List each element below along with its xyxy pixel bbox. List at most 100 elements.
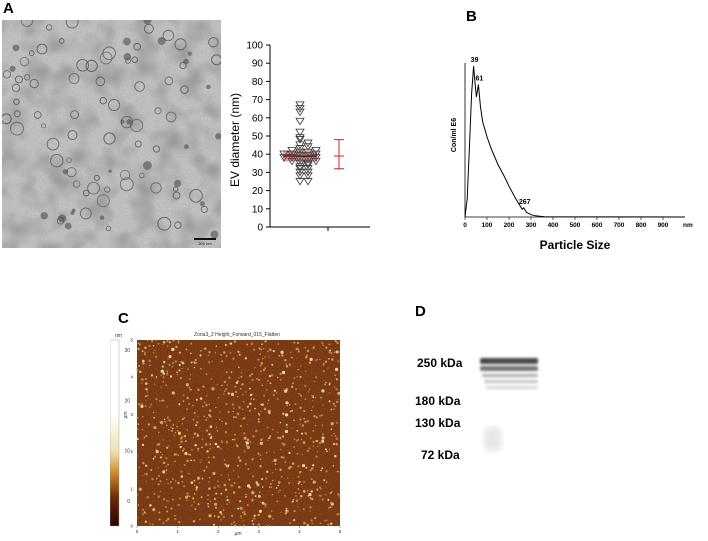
band-250-upper	[480, 358, 538, 364]
afm-particle	[264, 506, 267, 508]
afm-particle	[288, 468, 290, 470]
afm-particle	[212, 456, 216, 459]
afm-particle	[280, 511, 282, 513]
afm-particle	[217, 515, 220, 519]
afm-particle	[275, 392, 278, 394]
afm-particle	[208, 409, 212, 412]
afm-particle	[272, 394, 275, 396]
afm-particle	[182, 449, 184, 452]
afm-particle	[165, 384, 167, 386]
afm-particle	[176, 373, 179, 376]
afm-particle	[192, 418, 195, 421]
afm-particle	[192, 497, 195, 500]
afm-particle	[232, 469, 235, 472]
chart-a-y-tick-label: 50	[252, 132, 264, 143]
afm-particle	[328, 343, 331, 346]
afm-particle	[312, 441, 315, 444]
afm-particle	[274, 468, 277, 471]
afm-particle	[264, 503, 267, 506]
afm-particle	[282, 389, 285, 391]
afm-particle	[310, 478, 313, 481]
afm-particle	[304, 347, 306, 349]
afm-particle	[308, 447, 311, 450]
vesicle-dark	[183, 58, 189, 65]
afm-particle	[162, 381, 164, 383]
colorbar-tick-label: 10	[124, 449, 130, 455]
afm-particle	[251, 499, 254, 502]
chart-b-x-tick-label: 500	[570, 222, 581, 229]
afm-particle	[309, 510, 311, 513]
afm-particle	[257, 412, 260, 415]
afm-particle	[141, 428, 144, 431]
afm-particle	[255, 481, 258, 484]
afm-particle	[224, 488, 228, 491]
afm-particle	[184, 440, 187, 443]
ev-diameter-chart: EV diameter (nm) 0 10 20 30 40 50 60 70 80 90 100	[228, 41, 370, 234]
afm-particle	[173, 434, 175, 437]
afm-particle	[211, 360, 213, 363]
afm-particle	[251, 498, 253, 500]
afm-particle	[193, 361, 195, 363]
afm-particle	[232, 438, 234, 441]
afm-particle	[336, 400, 338, 403]
afm-particle	[260, 501, 262, 503]
afm-particle	[288, 363, 291, 366]
afm-x-tick-label: 5	[339, 529, 342, 534]
afm-particle	[289, 466, 292, 469]
data-point	[287, 154, 297, 162]
afm-particle	[154, 349, 156, 351]
band-smear-2	[484, 380, 538, 383]
vesicle	[50, 153, 64, 168]
afm-particle	[213, 502, 218, 506]
afm-particle	[257, 494, 262, 498]
afm-particle	[285, 423, 288, 426]
afm-particle	[155, 377, 157, 380]
afm-particle	[186, 396, 189, 400]
afm-particle	[227, 410, 230, 414]
afm-particle	[176, 425, 178, 428]
data-point	[295, 165, 305, 173]
afm-particle	[236, 412, 240, 416]
afm-particle	[260, 438, 263, 441]
afm-particle	[332, 402, 335, 405]
vesicle	[93, 174, 100, 181]
afm-particle	[190, 342, 193, 345]
afm-particle	[321, 467, 324, 470]
afm-particle	[322, 344, 324, 347]
afm-particle	[237, 507, 240, 510]
afm-particle	[194, 359, 197, 361]
afm-particle	[199, 367, 202, 370]
vesicle	[99, 51, 113, 65]
afm-particle	[295, 499, 299, 503]
afm-particle	[315, 425, 317, 427]
data-point	[295, 108, 305, 117]
afm-particle	[275, 487, 278, 489]
afm-particle	[324, 494, 327, 496]
afm-particle	[162, 461, 166, 465]
afm-particle	[188, 402, 191, 405]
afm-particle	[334, 454, 337, 458]
afm-particle	[153, 426, 157, 430]
afm-particle	[156, 443, 159, 446]
afm-particle	[321, 436, 325, 440]
afm-particle	[197, 450, 199, 453]
chart-b-x-tick-label: 100	[482, 222, 493, 229]
marker-label-72: 72 kDa	[421, 448, 460, 462]
afm-particle	[149, 406, 151, 408]
afm-particle	[262, 368, 266, 372]
afm-particle	[172, 339, 175, 342]
afm-particle	[142, 508, 145, 511]
data-point	[303, 172, 313, 180]
afm-particle	[138, 343, 141, 346]
afm-particle	[207, 494, 209, 496]
afm-particle	[295, 347, 298, 350]
data-point	[295, 145, 305, 153]
afm-particle	[266, 389, 268, 391]
afm-particle	[160, 369, 164, 373]
afm-particle	[182, 400, 185, 402]
afm-particle	[297, 348, 300, 351]
afm-particle	[258, 347, 261, 350]
afm-particle	[248, 409, 252, 413]
afm-particle	[233, 340, 236, 343]
afm-particle	[141, 378, 144, 381]
